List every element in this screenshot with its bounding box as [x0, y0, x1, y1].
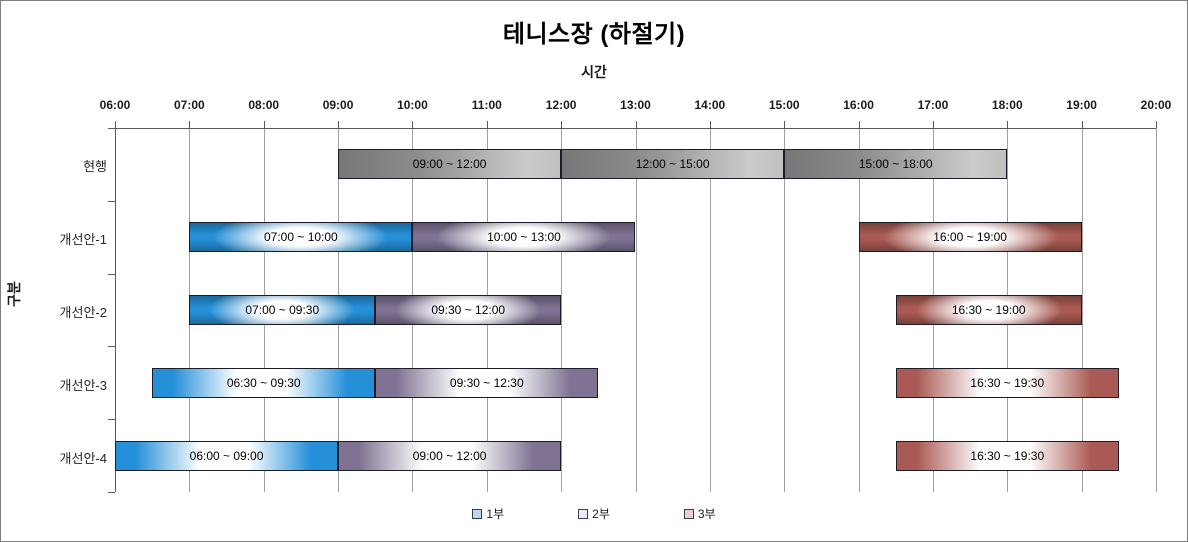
x-tick-label: 09:00 — [322, 98, 354, 112]
time-range-bar: 06:30 ~ 09:30 — [152, 367, 376, 398]
x-tick-mark — [858, 121, 860, 128]
time-range-bar: 16:30 ~ 19:30 — [895, 440, 1119, 471]
y-axis-title: 구분 — [6, 281, 22, 307]
x-tick-label: 13:00 — [620, 98, 651, 112]
bar-time-label: 09:00 ~ 12:00 — [412, 448, 487, 463]
x-tick-mark — [1007, 121, 1009, 128]
x-tick-mark — [189, 121, 191, 128]
category-label: 개선안-2 — [59, 305, 107, 320]
bar-time-label: 15:00 ~ 18:00 — [858, 157, 933, 172]
time-range-bar: 15:00 ~ 18:00 — [784, 149, 1008, 180]
x-tick-mark — [635, 121, 637, 128]
category-label: 개선안-3 — [59, 377, 107, 393]
legend-label: 1부 — [486, 507, 505, 521]
x-tick-mark — [561, 121, 563, 128]
bar-time-label: 16:30 ~ 19:00 — [951, 303, 1026, 317]
legend-item: 1부 — [472, 505, 504, 522]
x-tick-label: 12:00 — [545, 98, 577, 112]
bar-time-label: 16:30 ~ 19:30 — [970, 375, 1045, 390]
bar-time-label: 09:30 ~ 12:00 — [431, 303, 506, 317]
time-range-bar: 10:00 ~ 13:00 — [412, 222, 636, 253]
y-tick-mark — [108, 492, 115, 493]
bar-time-label: 16:30 ~ 19:30 — [970, 448, 1045, 463]
x-tick-mark — [709, 121, 711, 128]
x-tick-label: 17:00 — [917, 98, 949, 112]
chart-title: 테니스장 (하절기) — [502, 21, 686, 48]
bar-time-label: 10:00 ~ 13:00 — [487, 230, 561, 245]
x-tick-mark — [1156, 121, 1157, 128]
x-tick-label: 06:00 — [99, 98, 131, 112]
bar-time-label: 06:30 ~ 09:30 — [226, 375, 301, 390]
x-tick-label: 07:00 — [173, 98, 205, 112]
x-tick-label: 10:00 — [397, 98, 428, 112]
x-tick-mark — [1081, 121, 1083, 128]
bar-time-label: 07:00 ~ 09:30 — [245, 303, 320, 317]
y-tick-mark — [108, 128, 115, 129]
category-label: 개선안-4 — [59, 450, 107, 466]
x-tick-label: 08:00 — [248, 98, 280, 112]
bar-time-label: 12:00 ~ 15:00 — [635, 157, 710, 172]
time-range-bar: 16:30 ~ 19:30 — [895, 367, 1119, 398]
legend-swatch — [683, 508, 694, 519]
x-tick-mark — [486, 121, 488, 128]
time-range-bar: 07:00 ~ 10:00 — [189, 222, 413, 253]
x-tick-mark — [263, 121, 265, 128]
category-label: 개선안-1 — [59, 232, 107, 248]
time-range-bar: 09:00 ~ 12:00 — [338, 440, 562, 471]
legend-label: 3부 — [697, 507, 716, 521]
x-tick-mark — [784, 121, 786, 128]
y-tick-mark — [108, 201, 115, 202]
legend-item: 3부 — [683, 505, 716, 522]
y-tick-mark — [108, 274, 115, 275]
time-range-bar: 06:00 ~ 09:00 — [115, 440, 339, 471]
vertical-gridline — [709, 128, 711, 492]
legend: 1부 2부 3부 — [0, 505, 1188, 522]
legend-swatch — [578, 508, 589, 519]
category-label: 현행 — [83, 159, 107, 175]
x-axis-title: 시간 — [581, 64, 607, 80]
x-tick-label: 14:00 — [694, 98, 726, 112]
x-tick-mark — [412, 121, 414, 128]
vertical-gridline — [635, 128, 637, 492]
bar-time-label: 07:00 ~ 10:00 — [264, 230, 338, 245]
x-tick-mark — [115, 121, 116, 128]
bar-time-label: 09:00 ~ 12:00 — [412, 157, 487, 172]
bar-time-label: 06:00 ~ 09:00 — [189, 448, 264, 463]
time-range-bar: 09:30 ~ 12:00 — [375, 295, 562, 325]
y-tick-mark — [108, 346, 115, 347]
x-tick-label: 11:00 — [471, 98, 502, 112]
time-range-bar: 09:00 ~ 12:00 — [338, 149, 562, 180]
x-tick-label: 19:00 — [1066, 98, 1097, 112]
vertical-gridline — [784, 128, 786, 492]
bar-time-label: 16:00 ~ 19:00 — [933, 230, 1007, 245]
time-range-bar: 09:30 ~ 12:30 — [375, 367, 599, 398]
time-range-bar: 16:30 ~ 19:00 — [895, 295, 1082, 325]
vertical-gridline — [858, 128, 860, 492]
legend-item: 2부 — [578, 505, 610, 522]
x-tick-label: 20:00 — [1140, 98, 1172, 112]
x-tick-label: 18:00 — [991, 98, 1023, 112]
x-tick-label: 16:00 — [843, 98, 874, 112]
legend-label: 2부 — [592, 507, 610, 521]
x-tick-mark — [932, 121, 934, 128]
y-tick-mark — [108, 419, 115, 420]
x-tick-label: 15:00 — [768, 98, 800, 112]
x-tick-mark — [338, 121, 340, 128]
vertical-gridline — [561, 128, 563, 492]
time-range-bar: 12:00 ~ 15:00 — [561, 149, 785, 180]
legend-swatch — [472, 508, 483, 519]
vertical-gridline — [1081, 128, 1083, 492]
y-axis-line — [115, 128, 116, 492]
bar-time-label: 09:30 ~ 12:30 — [449, 375, 524, 390]
time-range-bar: 16:00 ~ 19:00 — [858, 222, 1082, 253]
x-axis-line — [115, 128, 1156, 129]
vertical-gridline — [1156, 128, 1157, 492]
time-range-bar: 07:00 ~ 09:30 — [189, 295, 376, 325]
